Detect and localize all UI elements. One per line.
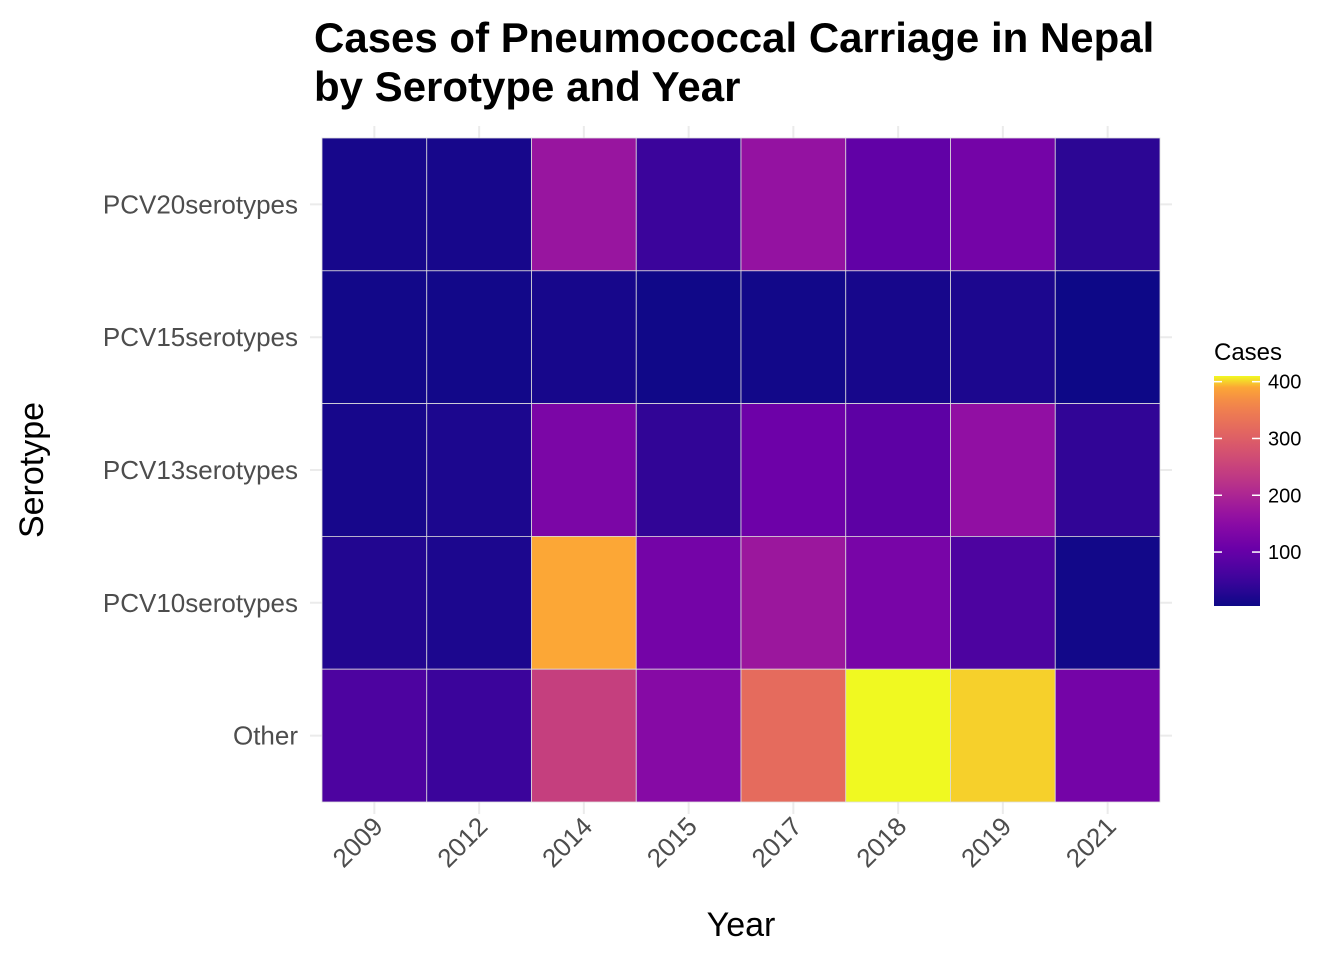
y-axis-tick-labels: PCV20serotypes PCV15serotypes PCV13serotyp… — [103, 189, 298, 750]
heatmap-cell — [740, 270, 847, 404]
heatmap-cell — [950, 137, 1056, 272]
heatmap-cell — [531, 137, 637, 272]
y-tick-label: PCV20serotypes — [103, 189, 298, 219]
y-axis-title: Serotype — [13, 402, 51, 538]
y-tick-label: Other — [233, 721, 298, 751]
heatmap-cell — [531, 668, 637, 803]
heatmap-cell — [740, 668, 847, 803]
heatmap-cell — [635, 403, 742, 537]
heatmap-cell — [321, 536, 428, 670]
heatmap-cell — [950, 536, 1056, 670]
heatmap-cell — [845, 536, 951, 670]
x-tick-label: 2015 — [641, 811, 703, 873]
heatmap-cell — [426, 270, 532, 404]
heatmap-cell — [635, 137, 742, 272]
heatmap-cells — [321, 137, 1161, 803]
heatmap-cell — [1054, 536, 1161, 670]
heatmap-cell — [845, 668, 951, 803]
x-tick-label: 2018 — [850, 811, 912, 873]
legend-tick-label: 400 — [1268, 372, 1301, 394]
chart-title-line-2: by Serotype and Year — [314, 63, 740, 110]
heatmap-cell — [635, 270, 742, 404]
heatmap-cell — [845, 403, 951, 537]
heatmap-cell — [531, 270, 637, 404]
y-tick-label: PCV13serotypes — [103, 455, 298, 485]
legend-tick-label: 100 — [1268, 542, 1301, 564]
heatmap-cell — [950, 270, 1056, 404]
heatmap-cell — [845, 137, 951, 272]
heatmap-cell — [321, 668, 428, 803]
chart-title-line-1: Cases of Pneumococcal Carriage in Nepal — [314, 14, 1154, 61]
color-legend: 100 200 300 400 — [1214, 372, 1301, 606]
x-axis-title: Year — [707, 906, 776, 944]
y-tick-label: PCV10serotypes — [103, 588, 298, 618]
heatmap-cell — [740, 403, 847, 537]
heatmap-cell — [845, 270, 951, 404]
x-tick-label: 2009 — [327, 811, 389, 873]
heatmap-cell — [950, 403, 1056, 537]
heatmap-cell — [1054, 403, 1161, 537]
x-tick-label: 2014 — [536, 811, 598, 873]
x-tick-label: 2021 — [1060, 811, 1122, 873]
y-tick-label: PCV15serotypes — [103, 322, 298, 352]
legend-tick-label: 200 — [1268, 485, 1301, 507]
heatmap-cell — [321, 137, 428, 272]
heatmap-cell — [740, 137, 847, 272]
heatmap-cell — [950, 668, 1056, 803]
heatmap-cell — [1054, 270, 1161, 404]
heatmap-cell — [740, 536, 847, 670]
heatmap-cell — [635, 536, 742, 670]
x-tick-label: 2012 — [431, 811, 493, 873]
heatmap-cell — [426, 536, 532, 670]
legend-tick-label: 300 — [1268, 428, 1301, 450]
x-tick-label: 2017 — [746, 811, 808, 873]
heatmap-cell — [1054, 668, 1161, 803]
heatmap-cell — [1054, 137, 1161, 272]
x-tick-label: 2019 — [955, 811, 1017, 873]
legend-colorbar — [1214, 376, 1260, 606]
heatmap-cell — [321, 270, 428, 404]
heatmap-cell — [426, 137, 532, 272]
legend-title: Cases — [1214, 339, 1282, 366]
heatmap-cell — [635, 668, 742, 803]
heatmap-cell — [321, 403, 428, 537]
heatmap-cell — [426, 403, 532, 537]
x-axis-tick-labels: 2009 2012 2014 2015 2017 2018 2019 2021 — [327, 811, 1122, 873]
heatmap-cell — [531, 536, 637, 670]
heatmap-cell — [426, 668, 532, 803]
heatmap-cell — [531, 403, 637, 537]
